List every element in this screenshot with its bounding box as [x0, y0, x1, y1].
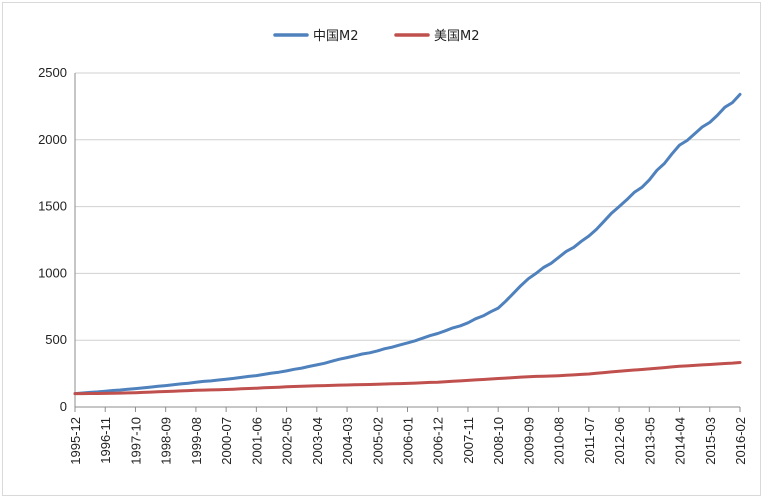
x-tick-label: 2011-07: [582, 417, 597, 464]
legend-label: 美国M2: [434, 29, 480, 44]
y-tick-label: 1000: [38, 265, 67, 280]
gridlines: [75, 72, 740, 341]
series-line: [73, 361, 742, 396]
x-tick-label: 1996-11: [98, 417, 113, 464]
series-line: [73, 92, 742, 396]
axes: [74, 73, 741, 412]
x-tick-label: 2006-01: [401, 417, 416, 465]
line-chart: 0 500 1000 1500 2000 2500 1995-12 1996-11 1997-…: [38, 29, 748, 465]
x-tick-label: 2006-12: [431, 417, 446, 465]
y-tick-label: 1500: [38, 199, 67, 214]
x-tick-label: 1997-10: [128, 417, 143, 465]
x-tick-label: 2008-10: [491, 417, 506, 465]
x-axis-tick-labels: 1995-12 1996-11 1997-10 1998-09 1999-08 2000-…: [68, 417, 748, 465]
legend: 中国M2 美国M2: [273, 29, 480, 44]
x-tick-label: 2016-02: [733, 417, 748, 465]
x-tick-label: 1999-08: [189, 417, 204, 465]
x-tick-label: 2003-04: [310, 417, 325, 465]
x-tick-label: 2013-05: [642, 417, 657, 465]
x-tick-label: 2010-08: [552, 417, 567, 465]
x-tick-label: 2000-07: [219, 417, 234, 465]
y-tick-label: 2500: [38, 65, 67, 80]
x-tick-label: 2012-06: [612, 417, 627, 465]
x-tick-label: 2005-02: [370, 417, 385, 465]
x-tick-label: 1998-09: [159, 417, 174, 465]
x-tick-label: 2015-03: [703, 417, 718, 465]
legend-label: 中国M2: [313, 29, 359, 44]
x-tick-label: 2002-05: [280, 417, 295, 465]
x-tick-label: 1995-12: [68, 417, 83, 465]
x-tick-label: 2004-03: [340, 417, 355, 465]
x-tick-label: 2014-04: [673, 417, 688, 465]
series-lines: [73, 92, 742, 396]
y-tick-label: 500: [45, 332, 67, 347]
y-tick-label: 0: [60, 399, 67, 414]
x-tick-label: 2009-09: [521, 417, 536, 465]
x-tick-label: 2007-11: [461, 417, 476, 464]
y-tick-label: 2000: [38, 132, 67, 147]
y-axis-tick-labels: 0 500 1000 1500 2000 2500: [38, 65, 67, 414]
x-tick-label: 2001-06: [249, 417, 264, 465]
